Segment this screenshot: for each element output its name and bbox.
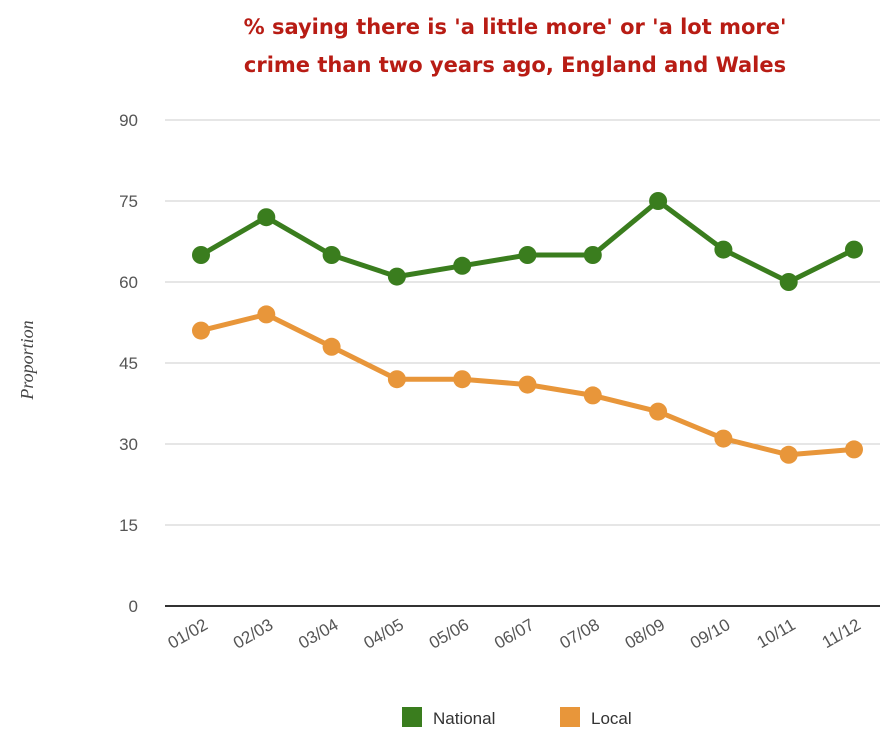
data-point-national xyxy=(649,192,668,210)
data-point-local xyxy=(649,402,668,421)
x-tick-label: 07/08 xyxy=(556,615,602,653)
data-point-local xyxy=(518,375,537,394)
legend-label-local: Local xyxy=(591,709,632,728)
y-tick-label: 45 xyxy=(119,354,138,373)
data-point-national xyxy=(845,240,863,259)
gridlines xyxy=(165,119,880,607)
x-tick-label: 10/11 xyxy=(753,615,798,652)
chart-title-line-1: % saying there is 'a little more' or 'a … xyxy=(243,15,787,39)
y-axis-ticks: 0 15 30 45 60 75 90 xyxy=(119,111,138,616)
data-point-national xyxy=(322,246,341,264)
data-point-local xyxy=(453,370,472,389)
x-tick-label: 09/10 xyxy=(687,615,733,653)
data-point-local xyxy=(714,429,733,448)
data-point-local xyxy=(322,337,341,356)
x-tick-label: 05/06 xyxy=(426,615,472,653)
data-point-local xyxy=(779,445,798,464)
y-tick-label: 15 xyxy=(119,516,138,535)
series-line-national xyxy=(198,198,857,285)
x-tick-label: 11/12 xyxy=(819,615,864,652)
y-tick-label: 60 xyxy=(119,273,138,292)
data-point-local xyxy=(257,305,276,324)
x-tick-label: 02/03 xyxy=(230,615,276,653)
data-point-local xyxy=(845,440,863,459)
data-point-local xyxy=(387,370,406,389)
chart-title-line-2: crime than two years ago, England and Wa… xyxy=(243,53,787,77)
x-tick-label: 06/07 xyxy=(491,615,537,653)
data-point-national xyxy=(387,267,406,286)
x-tick-label: 01/02 xyxy=(165,615,211,653)
y-tick-label: 90 xyxy=(119,111,138,130)
series-lines xyxy=(198,198,857,458)
data-point-national xyxy=(192,246,210,264)
legend-swatch-national xyxy=(402,707,422,727)
data-point-national xyxy=(257,208,276,227)
data-point-national xyxy=(714,240,733,259)
data-point-national xyxy=(583,246,602,264)
y-tick-label: 75 xyxy=(119,192,138,211)
x-tick-label: 08/09 xyxy=(622,615,668,653)
data-point-national xyxy=(453,256,472,275)
data-point-national xyxy=(779,273,798,291)
legend: National Local xyxy=(402,707,632,728)
data-point-local xyxy=(192,321,210,340)
legend-swatch-local xyxy=(560,707,580,727)
series-points xyxy=(192,192,863,464)
y-tick-label: 0 xyxy=(129,597,138,616)
chart-title: % saying there is 'a little more' or 'a … xyxy=(150,8,880,84)
x-axis-ticks: 01/02 02/03 03/04 04/05 05/06 06/07 07/08 08/09… xyxy=(165,615,864,653)
y-axis-label: Proportion xyxy=(17,320,37,400)
x-tick-label: 04/05 xyxy=(361,615,407,653)
legend-label-national: National xyxy=(433,709,495,728)
y-tick-label: 30 xyxy=(119,435,138,454)
data-point-local xyxy=(583,386,602,405)
data-point-national xyxy=(518,246,537,264)
x-tick-label: 03/04 xyxy=(295,615,341,653)
